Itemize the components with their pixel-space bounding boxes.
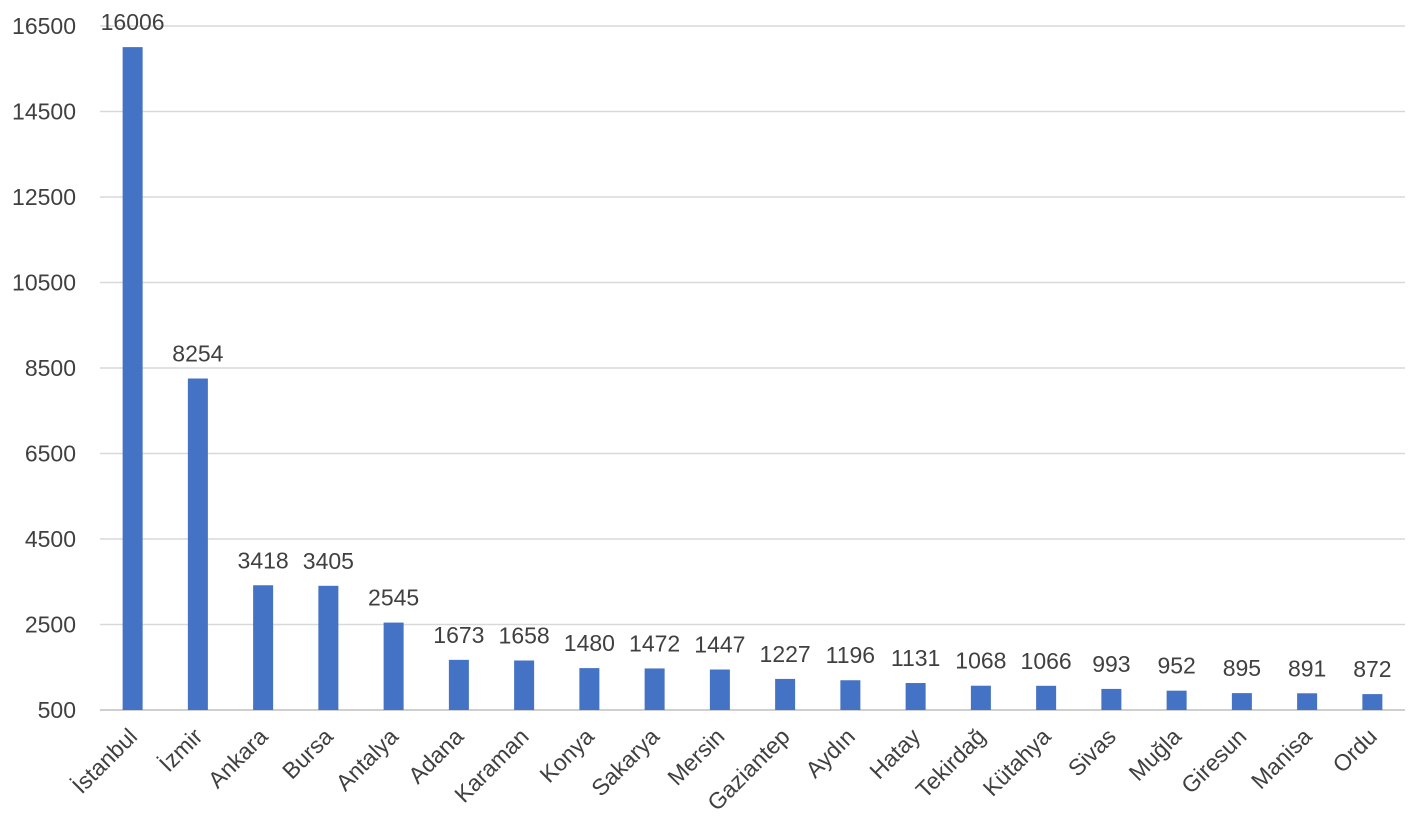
y-tick-label: 8500 xyxy=(25,355,76,381)
data-label-9: 1447 xyxy=(694,632,745,658)
bar-4 xyxy=(383,622,404,710)
category-label-11: Aydın xyxy=(800,723,860,783)
category-label-14: Kütahya xyxy=(978,723,1056,801)
bar-18 xyxy=(1297,693,1318,710)
category-label-17: Giresun xyxy=(1176,723,1251,798)
data-label-13: 1068 xyxy=(955,648,1006,674)
y-tick-label: 10500 xyxy=(12,270,76,296)
bar-0 xyxy=(122,47,143,710)
bar-12 xyxy=(905,683,926,710)
data-label-6: 1658 xyxy=(499,622,550,648)
y-tick-label: 14500 xyxy=(12,99,76,125)
data-label-17: 895 xyxy=(1223,655,1261,681)
bar-3 xyxy=(318,585,339,710)
y-tick-label: 2500 xyxy=(25,612,76,638)
category-label-2: Ankara xyxy=(203,723,273,793)
bar-2 xyxy=(253,585,274,710)
y-tick-label: 4500 xyxy=(25,526,76,552)
data-label-11: 1196 xyxy=(826,642,875,668)
y-tick-label: 12500 xyxy=(12,184,76,210)
bar-1 xyxy=(187,378,208,710)
data-label-19: 872 xyxy=(1353,656,1391,682)
data-label-14: 1066 xyxy=(1021,648,1072,674)
data-label-2: 3418 xyxy=(238,547,289,573)
data-label-16: 952 xyxy=(1157,653,1195,679)
data-label-12: 1131 xyxy=(891,645,940,671)
bar-9 xyxy=(709,669,730,710)
bar-14 xyxy=(1036,685,1057,710)
data-label-4: 2545 xyxy=(368,585,419,611)
data-label-7: 1480 xyxy=(564,630,615,656)
bar-6 xyxy=(514,660,535,710)
y-axis-ticks: 500 2500 4500 6500 8500 10500 12500 14500 16500 xyxy=(12,13,76,723)
category-label-18: Manisa xyxy=(1246,723,1317,794)
category-label-7: Konya xyxy=(534,723,599,788)
data-label-3: 3405 xyxy=(303,548,354,574)
y-tick-label: 6500 xyxy=(25,441,76,467)
data-label-15: 993 xyxy=(1092,651,1130,677)
category-label-0: İstanbul xyxy=(67,723,142,798)
bar-7 xyxy=(579,668,600,710)
category-label-13: Tekirdağ xyxy=(911,723,991,803)
bar-8 xyxy=(644,668,665,710)
category-label-19: Ordu xyxy=(1327,723,1382,778)
bar-10 xyxy=(775,678,796,710)
data-label-8: 1472 xyxy=(629,630,680,656)
bar-17 xyxy=(1231,693,1252,710)
data-label-5: 1673 xyxy=(433,622,484,648)
category-label-16: Muğla xyxy=(1123,723,1186,786)
data-labels: 16006 8254 3418 3405 2545 1673 1658 1480 1472 144… xyxy=(101,9,1392,682)
category-label-12: Hatay xyxy=(864,723,925,784)
data-label-1: 8254 xyxy=(172,341,223,367)
bar-5 xyxy=(448,659,469,710)
bar-13 xyxy=(970,685,991,710)
data-label-10: 1227 xyxy=(760,641,811,667)
category-label-8: Sakarya xyxy=(586,723,664,801)
category-label-3: Bursa xyxy=(277,723,338,784)
bar-11 xyxy=(840,680,861,710)
category-label-15: Sivas xyxy=(1063,723,1121,781)
y-tick-label: 16500 xyxy=(12,13,76,39)
data-label-0: 16006 xyxy=(101,9,165,35)
category-label-1: İzmir xyxy=(154,723,208,777)
category-label-4: Antalya xyxy=(331,723,404,796)
bar-16 xyxy=(1166,690,1187,710)
bar-15 xyxy=(1101,688,1122,710)
gridlines xyxy=(100,25,1405,711)
data-label-18: 891 xyxy=(1288,655,1326,681)
bar-19 xyxy=(1362,694,1383,710)
bars xyxy=(122,47,1383,710)
y-tick-label: 500 xyxy=(38,697,76,723)
